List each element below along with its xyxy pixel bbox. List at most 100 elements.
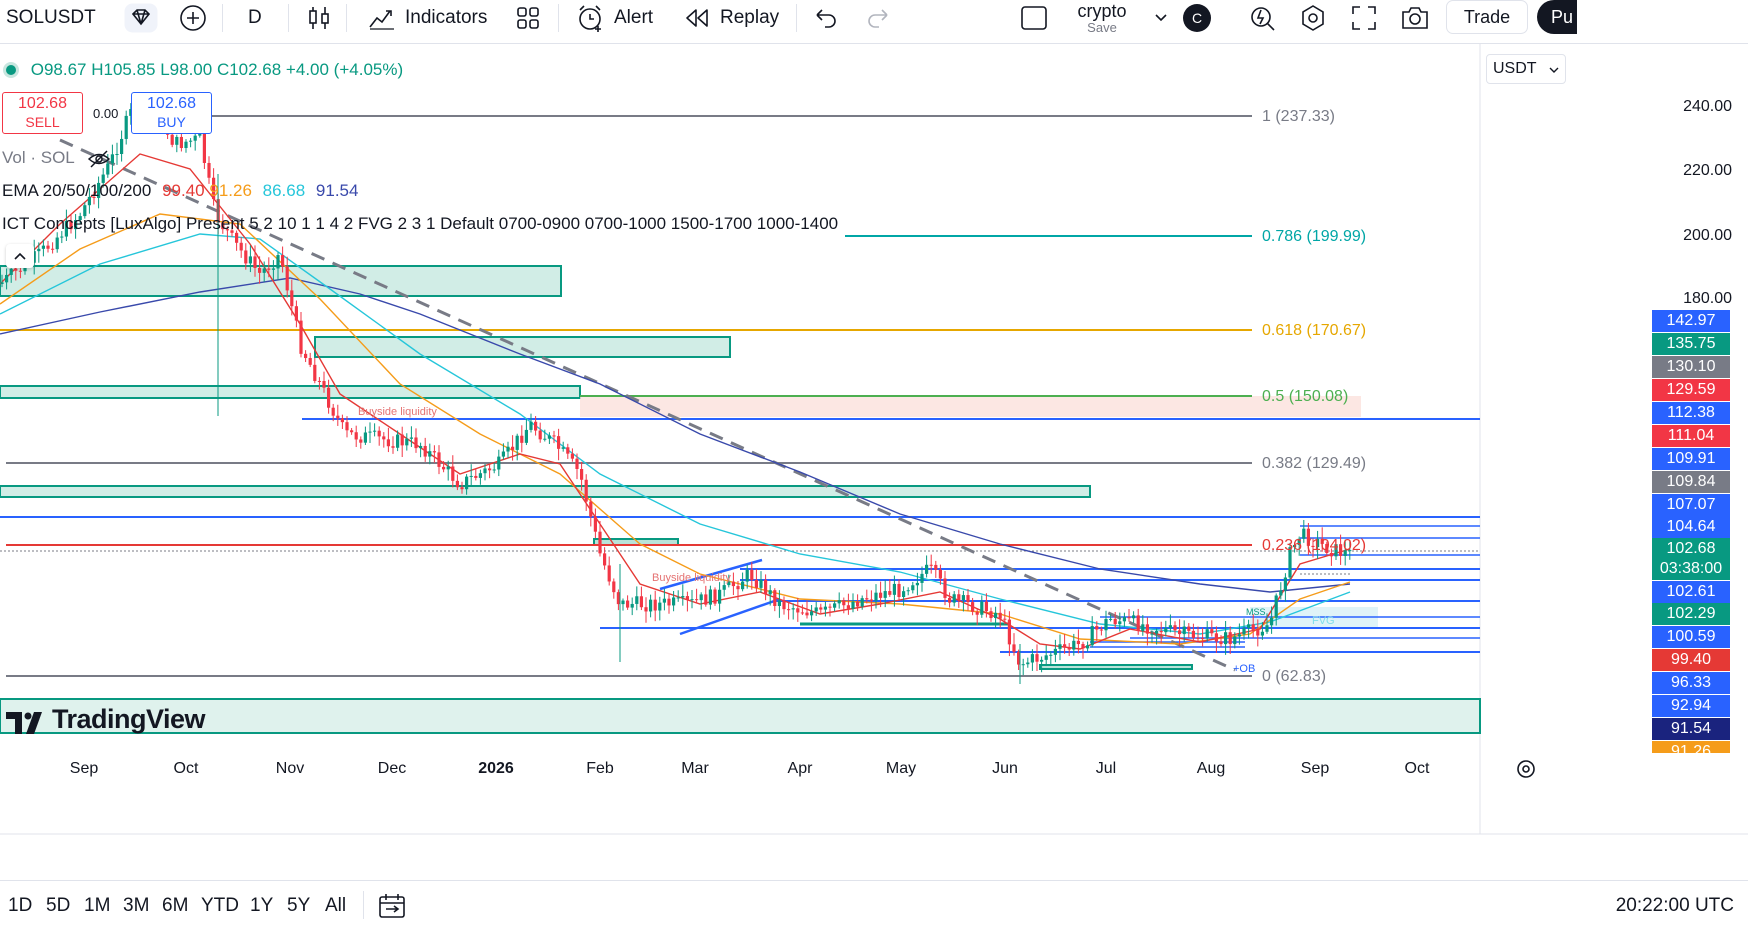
candle-body xyxy=(1265,625,1269,632)
undo-icon[interactable] xyxy=(814,0,838,36)
range-ytd[interactable]: YTD xyxy=(201,895,239,916)
candle-body xyxy=(547,435,551,439)
channel-drawing[interactable] xyxy=(659,558,781,636)
candles-chart-type-icon[interactable] xyxy=(306,0,332,36)
candle-body xyxy=(598,531,602,554)
price-tag: 111.04 xyxy=(1652,425,1730,447)
camera-icon[interactable] xyxy=(1400,0,1430,36)
utc-clock[interactable]: 20:22:00 UTC xyxy=(1615,895,1734,916)
candle-body xyxy=(469,475,473,477)
symbol-name: SOLUSDT xyxy=(6,7,96,28)
indicators-button[interactable]: Indicators xyxy=(368,0,487,36)
candle-body xyxy=(639,596,643,608)
interval-button[interactable]: D xyxy=(248,7,262,28)
candle-body xyxy=(1012,644,1016,652)
candle-body xyxy=(948,597,952,603)
candle-body xyxy=(589,501,593,517)
candle-body xyxy=(603,553,607,566)
candle-body xyxy=(285,266,289,291)
time-axis-label: May xyxy=(885,760,917,777)
chart-pane[interactable]: Buyside liquidity Buyside liquidity MSS … xyxy=(0,44,1748,880)
candle-body xyxy=(846,605,850,609)
chevron-down-icon[interactable] xyxy=(1154,0,1168,36)
candle-body xyxy=(1343,550,1347,556)
range-all[interactable]: All xyxy=(325,895,347,916)
price-candles[interactable] xyxy=(0,92,1352,684)
fullscreen-icon[interactable] xyxy=(1351,0,1377,36)
candle-body xyxy=(87,196,91,206)
dashed-trendline[interactable] xyxy=(59,138,1236,672)
alert-button[interactable]: Alert xyxy=(576,0,653,36)
quick-search-icon[interactable] xyxy=(1248,0,1276,36)
candle-body xyxy=(1311,545,1315,548)
compare-symbol-add-icon[interactable] xyxy=(179,0,207,36)
candle-body xyxy=(1003,618,1007,620)
candle-body xyxy=(681,596,685,598)
trade-button[interactable]: Trade xyxy=(1446,0,1528,34)
candle-body xyxy=(419,445,423,449)
range-3m[interactable]: 3M xyxy=(123,895,150,916)
layout-name-button[interactable]: crypto Save xyxy=(1077,1,1127,35)
candle-body xyxy=(860,598,864,607)
top-toolbar: SOLUSDT D Indicators Alert Replay crypto… xyxy=(0,0,1748,44)
buy-button[interactable]: 102.68 BUY xyxy=(131,92,212,134)
symbol-search-button[interactable]: SOLUSDT xyxy=(6,0,96,36)
candle-body xyxy=(1030,654,1034,663)
candle-body xyxy=(465,476,469,490)
candle-body xyxy=(529,421,533,430)
layout-select-icon[interactable] xyxy=(1020,0,1048,36)
chart-settings-icon[interactable] xyxy=(1515,758,1537,780)
eye-hidden-icon[interactable] xyxy=(87,149,111,168)
candle-body xyxy=(957,594,961,601)
candle-body xyxy=(78,216,82,221)
time-axis-label: Feb xyxy=(586,760,614,777)
candle-body xyxy=(1214,633,1218,642)
candle-body xyxy=(175,136,179,145)
collapse-legend-button[interactable] xyxy=(6,244,34,268)
range-1m[interactable]: 1M xyxy=(84,895,111,916)
fib-retracement-levels[interactable] xyxy=(0,115,1252,677)
range-6m[interactable]: 6M xyxy=(162,895,189,916)
candle-body xyxy=(1109,618,1113,620)
replay-button[interactable]: Replay xyxy=(684,0,779,36)
publish-button[interactable]: Pu xyxy=(1537,0,1577,34)
candle-body xyxy=(5,274,9,283)
candle-body xyxy=(14,268,18,271)
candle-body xyxy=(55,237,59,250)
candle-body xyxy=(1099,629,1103,631)
settings-gear-icon[interactable] xyxy=(1299,0,1327,36)
candle-body xyxy=(414,437,418,449)
redo-icon[interactable] xyxy=(866,0,890,36)
candle-body xyxy=(1164,628,1168,633)
candle-body xyxy=(906,590,910,592)
candle-body xyxy=(368,431,372,433)
candle-body xyxy=(193,135,197,141)
price-tag: 100.59 xyxy=(1652,626,1730,648)
candle-body xyxy=(1270,617,1274,626)
currency-select[interactable]: USDT xyxy=(1486,54,1566,84)
range-5d[interactable]: 5D xyxy=(46,895,71,916)
price-tag: 130.10 xyxy=(1652,356,1730,378)
candle-body xyxy=(787,609,791,611)
avatar[interactable]: C xyxy=(1183,0,1211,36)
indicator-templates-icon[interactable] xyxy=(516,0,540,36)
candle-body xyxy=(782,600,786,610)
sell-button[interactable]: 102.68 SELL xyxy=(2,92,83,134)
candle-body xyxy=(373,430,377,432)
candle-body xyxy=(1242,627,1246,635)
candle-body xyxy=(1095,626,1099,630)
range-1y[interactable]: 1Y xyxy=(250,895,274,916)
candle-body xyxy=(708,589,712,605)
candle-body xyxy=(442,466,446,470)
diamond-icon[interactable] xyxy=(124,0,158,36)
candle-body xyxy=(888,591,892,595)
range-5y[interactable]: 5Y xyxy=(287,895,311,916)
date-range-calendar-icon[interactable] xyxy=(378,893,406,924)
price-chart-canvas[interactable]: Buyside liquidity Buyside liquidity MSS … xyxy=(0,44,1748,880)
candle-body xyxy=(221,222,225,230)
candle-body xyxy=(736,586,740,590)
price-tag: 91.26 xyxy=(1652,741,1730,753)
candle-body xyxy=(842,600,846,606)
price-tag: 99.40 xyxy=(1652,649,1730,671)
range-1d[interactable]: 1D xyxy=(8,895,33,916)
